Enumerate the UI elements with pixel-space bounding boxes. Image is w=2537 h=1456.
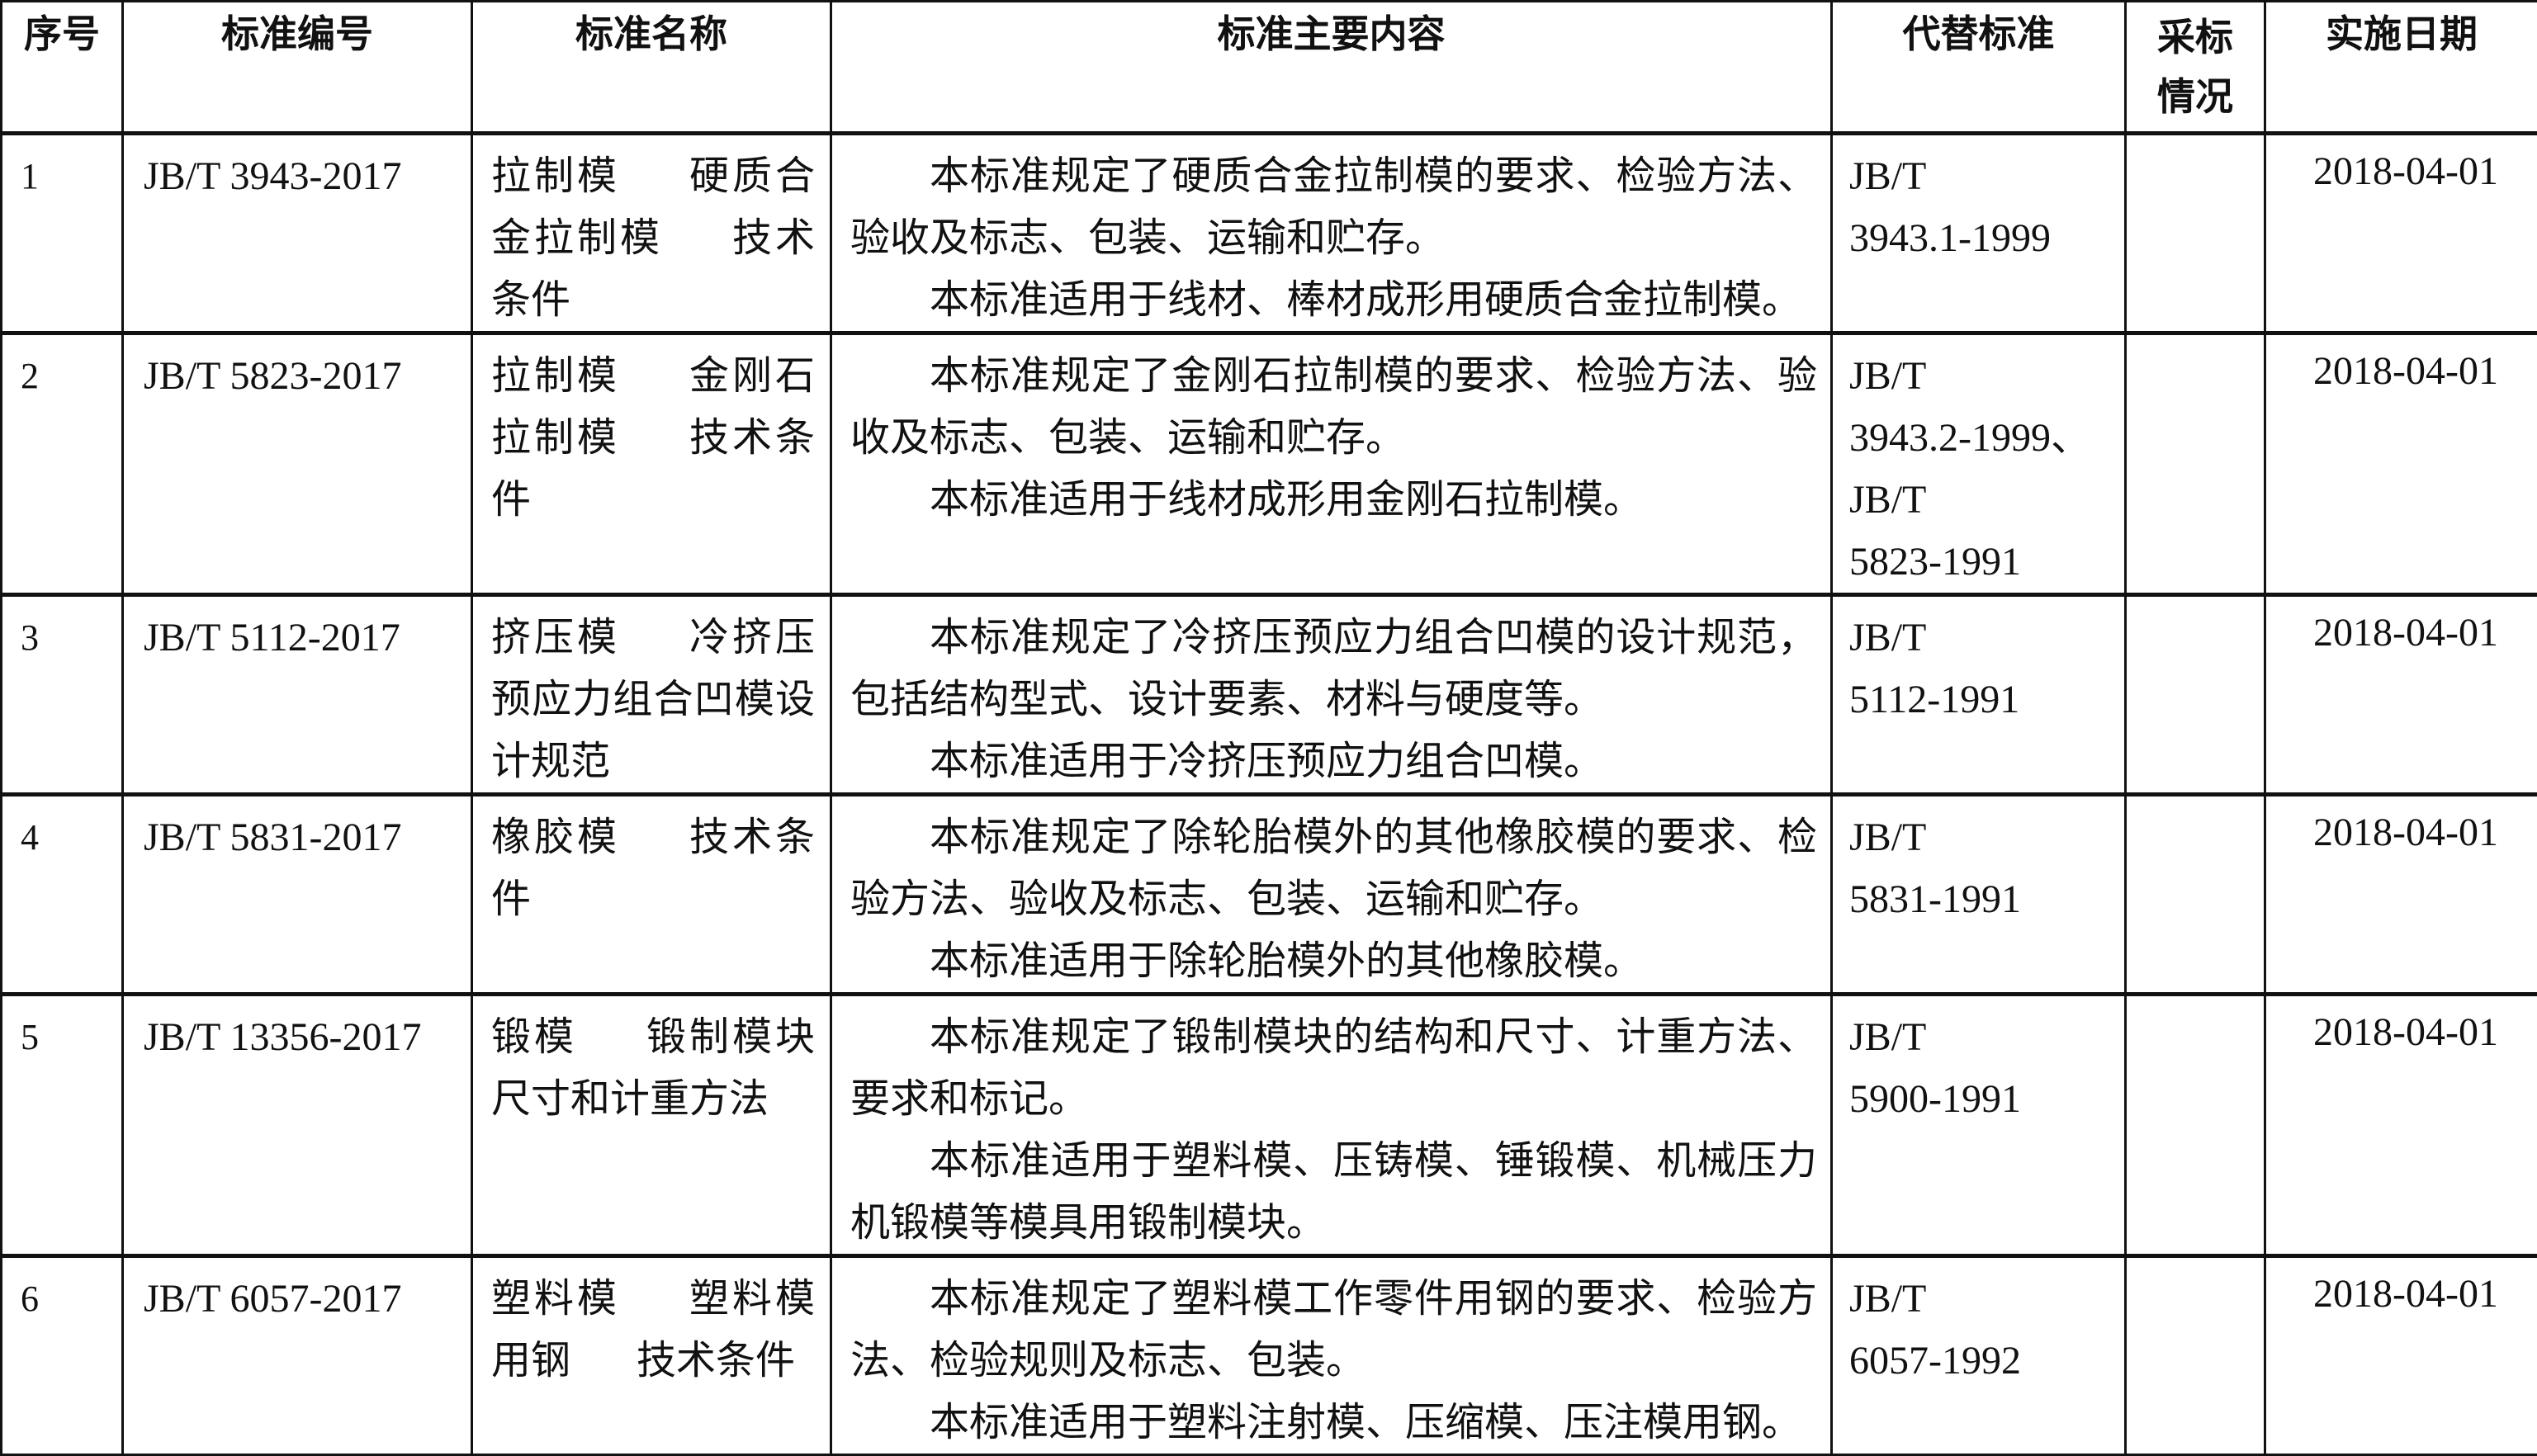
standard-name-part: 拉制模	[491, 154, 620, 198]
implementation-date: 2018-04-01	[2265, 134, 2537, 333]
content-paragraph: 本标准适用于线材成形用金刚石拉制模。	[850, 469, 1817, 531]
content-paragraph: 本标准适用于冷挤压预应力组合凹模。	[850, 730, 1817, 792]
replaced-line: 3943.1-1999	[1849, 207, 2124, 269]
standard-name: 塑料模塑料模用钢技术条件	[472, 1256, 831, 1455]
adoption-status	[2126, 595, 2265, 795]
standard-code: JB/T 6057-2017	[123, 1256, 472, 1455]
adoption-status	[2126, 995, 2265, 1256]
replaced-line: JB/T	[1849, 345, 2124, 407]
content-paragraph: 本标准适用于线材、棒材成形用硬质合金拉制模。	[850, 269, 1817, 331]
row-number: 6	[2, 1256, 123, 1455]
replaced-line: 5823-1991	[1849, 531, 2124, 593]
row-number: 4	[2, 795, 123, 995]
adoption-status	[2126, 1256, 2265, 1455]
replaced-line: JB/T	[1849, 1006, 2124, 1068]
replaced-line: JB/T	[1849, 607, 2124, 669]
row-number: 1	[2, 134, 123, 333]
content-paragraph: 本标准适用于塑料注射模、压缩模、压注模用钢。	[850, 1392, 1817, 1454]
header-row: 序号 标准编号 标准名称 标准主要内容 代替标准 采标情况 实施日期	[2, 2, 2537, 134]
standard-name-part: 技术条件	[637, 1339, 795, 1383]
adoption-status	[2126, 333, 2265, 595]
standard-content: 本标准规定了金刚石拉制模的要求、检验方法、验收及标志、包装、运输和贮存。本标准适…	[831, 333, 1832, 595]
standard-code: JB/T 5823-2017	[123, 333, 472, 595]
header-replaced: 代替标准	[1832, 2, 2126, 134]
implementation-date: 2018-04-01	[2265, 795, 2537, 995]
row-number: 3	[2, 595, 123, 795]
standard-name-part: 挤压模	[491, 616, 620, 659]
header-date: 实施日期	[2265, 2, 2537, 134]
standard-name-part: 塑料模	[491, 1277, 620, 1321]
adoption-status	[2126, 795, 2265, 995]
replaced-line: JB/T	[1849, 806, 2124, 868]
content-paragraph: 本标准规定了金刚石拉制模的要求、检验方法、验收及标志、包装、运输和贮存。	[850, 345, 1817, 469]
implementation-date: 2018-04-01	[2265, 1256, 2537, 1455]
replaced-line: JB/T	[1849, 469, 2124, 531]
standard-content: 本标准规定了冷挤压预应力组合凹模的设计规范，包括结构型式、设计要素、材料与硬度等…	[831, 595, 1832, 795]
standard-content: 本标准规定了塑料模工作零件用钢的要求、检验方法、检验规则及标志、包装。本标准适用…	[831, 1256, 1832, 1455]
standard-code: JB/T 5831-2017	[123, 795, 472, 995]
content-paragraph: 本标准适用于除轮胎模外的其他橡胶模。	[850, 930, 1817, 992]
implementation-date: 2018-04-01	[2265, 333, 2537, 595]
standard-code: JB/T 3943-2017	[123, 134, 472, 333]
standard-name-part: 拉制模	[491, 354, 620, 398]
standard-name-part: 锻模	[491, 1015, 577, 1059]
standard-name: 拉制模金刚石拉制模技术条件	[472, 333, 831, 595]
standard-name-part: 橡胶模	[491, 815, 620, 859]
standard-name: 拉制模硬质合金拉制模技术条件	[472, 134, 831, 333]
replaced-line: 6057-1992	[1849, 1330, 2124, 1392]
replaced-line: 3943.2-1999、	[1849, 407, 2124, 469]
standard-content: 本标准规定了锻制模块的结构和尺寸、计重方法、要求和标记。本标准适用于塑料模、压铸…	[831, 995, 1832, 1256]
content-paragraph: 本标准规定了除轮胎模外的其他橡胶模的要求、检验方法、验收及标志、包装、运输和贮存…	[850, 806, 1817, 930]
replaced-line: 5112-1991	[1849, 669, 2124, 730]
standard-name: 锻模锻制模块尺寸和计重方法	[472, 995, 831, 1256]
standard-name: 挤压模冷挤压预应力组合凹模设计规范	[472, 595, 831, 795]
adoption-status	[2126, 134, 2265, 333]
standard-code: JB/T 5112-2017	[123, 595, 472, 795]
header-content: 标准主要内容	[831, 2, 1832, 134]
content-paragraph: 本标准适用于塑料模、压铸模、锤锻模、机械压力机锻模等模具用锻制模块。	[850, 1130, 1817, 1254]
content-paragraph: 本标准规定了冷挤压预应力组合凹模的设计规范，包括结构型式、设计要素、材料与硬度等…	[850, 607, 1817, 730]
content-paragraph: 本标准规定了锻制模块的结构和尺寸、计重方法、要求和标记。	[850, 1006, 1817, 1130]
replaced-line: JB/T	[1849, 145, 2124, 207]
standard-content: 本标准规定了除轮胎模外的其他橡胶模的要求、检验方法、验收及标志、包装、运输和贮存…	[831, 795, 1832, 995]
header-code: 标准编号	[123, 2, 472, 134]
content-paragraph: 本标准规定了硬质合金拉制模的要求、检验方法、验收及标志、包装、运输和贮存。	[850, 145, 1817, 269]
standard-name: 橡胶模技术条件	[472, 795, 831, 995]
header-date-text: 实施日期	[2326, 12, 2478, 56]
header-adoption-text: 采标情况	[2154, 7, 2236, 126]
row-number: 2	[2, 333, 123, 595]
implementation-date: 2018-04-01	[2265, 995, 2537, 1256]
replaced-line: 5831-1991	[1849, 868, 2124, 930]
implementation-date: 2018-04-01	[2265, 595, 2537, 795]
content-paragraph: 本标准规定了塑料模工作零件用钢的要求、检验方法、检验规则及标志、包装。	[850, 1268, 1817, 1392]
header-no: 序号	[2, 2, 123, 134]
row-number: 5	[2, 995, 123, 1256]
header-adoption: 采标情况	[2126, 2, 2265, 134]
header-name: 标准名称	[472, 2, 831, 134]
standard-content: 本标准规定了硬质合金拉制模的要求、检验方法、验收及标志、包装、运输和贮存。本标准…	[831, 134, 1832, 333]
replaced-line: JB/T	[1849, 1268, 2124, 1330]
replaced-line: 5900-1991	[1849, 1068, 2124, 1130]
standard-code: JB/T 13356-2017	[123, 995, 472, 1256]
